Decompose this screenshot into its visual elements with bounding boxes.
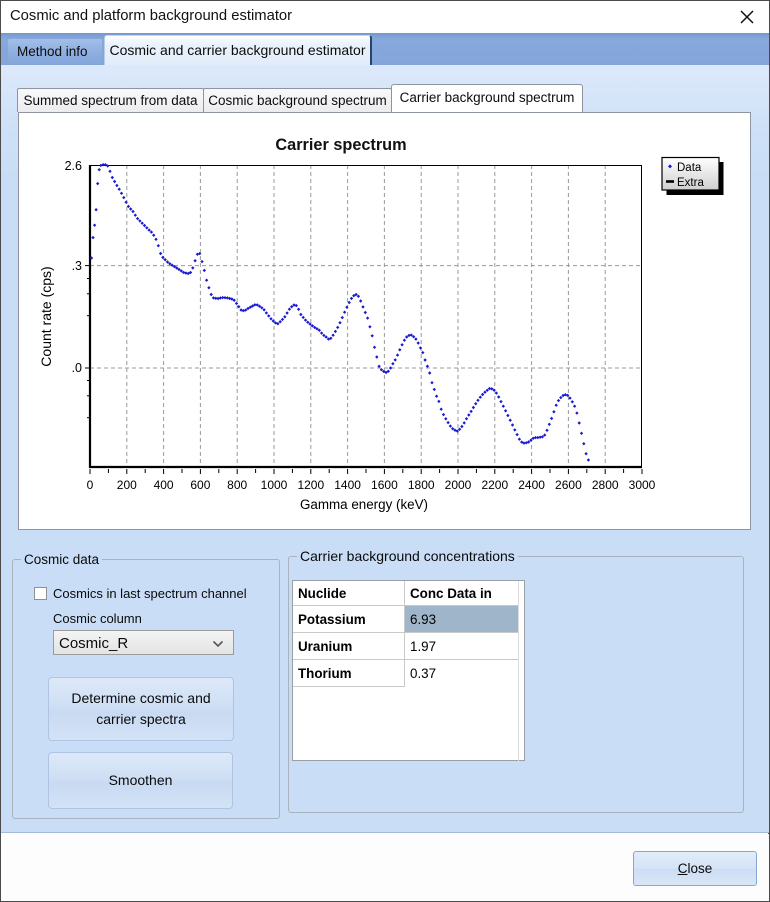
svg-text:2.6: 2.6 xyxy=(65,159,82,173)
svg-text:2200: 2200 xyxy=(481,478,508,492)
svg-text:Count rate (cps): Count rate (cps) xyxy=(38,266,54,366)
svg-text:1600: 1600 xyxy=(371,478,398,492)
svg-text:Extra: Extra xyxy=(677,177,704,189)
svg-text:400: 400 xyxy=(154,478,174,492)
svg-text:1000: 1000 xyxy=(261,478,288,492)
svg-text:2600: 2600 xyxy=(555,478,582,492)
svg-text:2400: 2400 xyxy=(518,478,545,492)
svg-text:.3: .3 xyxy=(72,259,82,273)
svg-text:1800: 1800 xyxy=(408,478,435,492)
svg-text:1400: 1400 xyxy=(334,478,361,492)
svg-text:Carrier spectrum: Carrier spectrum xyxy=(275,136,406,154)
svg-text:.0: .0 xyxy=(72,361,82,375)
svg-text:Gamma energy (keV): Gamma energy (keV) xyxy=(300,497,428,512)
svg-text:Data: Data xyxy=(677,162,702,174)
svg-text:2000: 2000 xyxy=(445,478,472,492)
svg-text:3000: 3000 xyxy=(629,478,656,492)
svg-text:0: 0 xyxy=(87,478,94,492)
svg-text:1200: 1200 xyxy=(297,478,324,492)
svg-text:200: 200 xyxy=(117,478,137,492)
svg-text:2800: 2800 xyxy=(592,478,619,492)
svg-text:600: 600 xyxy=(190,478,210,492)
svg-text:800: 800 xyxy=(227,478,247,492)
